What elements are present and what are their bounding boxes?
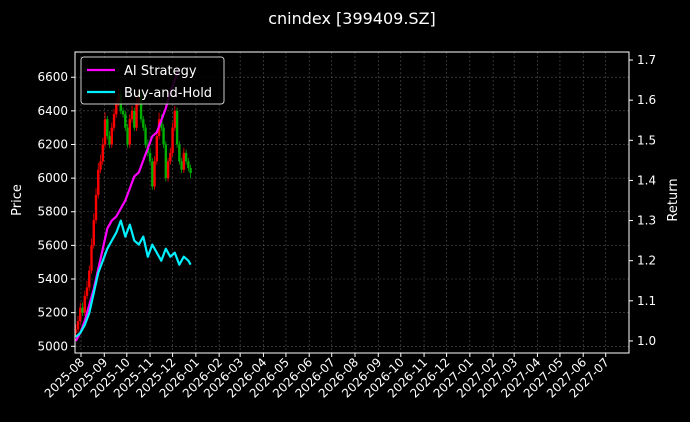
candle-body	[130, 110, 134, 120]
chart-title: cnindex [399409.SZ]	[268, 9, 436, 28]
candle-body	[144, 127, 147, 145]
ai-strategy-line-legend-label: AI Strategy	[124, 64, 197, 79]
candle-body	[106, 119, 109, 137]
candle-body	[189, 168, 192, 174]
right-axis-label: Return	[666, 178, 681, 221]
candle-body	[108, 136, 111, 145]
candle-body	[97, 169, 100, 195]
legend-box	[80, 56, 225, 105]
candle-body	[148, 152, 152, 162]
left-tick-label: 6000	[37, 171, 68, 185]
candle-body	[94, 194, 98, 221]
left-tick-label: 5800	[37, 205, 68, 219]
left-tick-label: 5000	[37, 339, 68, 353]
candle-body	[85, 287, 89, 296]
candle-body	[115, 102, 118, 115]
candle-body	[133, 110, 136, 128]
candle-body	[175, 110, 179, 145]
buy-and-hold-line	[75, 219, 192, 338]
right-tick-label: 1.0	[637, 334, 656, 348]
candle-body	[187, 161, 190, 169]
right-tick-label: 1.5	[637, 133, 656, 147]
buy-and-hold-line-legend-label: Buy-and-Hold	[124, 86, 212, 101]
left-tick-label: 5200	[37, 306, 68, 320]
right-tick-label: 1.1	[637, 294, 656, 308]
right-tick-label: 1.2	[637, 254, 656, 268]
candle-body	[164, 144, 168, 179]
left-tick-label: 6600	[37, 70, 68, 84]
candle-body	[74, 329, 77, 333]
candle-body	[81, 307, 84, 313]
candle-body	[103, 119, 107, 145]
candle-body	[76, 321, 80, 330]
candle-body	[92, 220, 95, 246]
candle-body	[112, 114, 116, 128]
left-tick-label: 6200	[37, 137, 68, 151]
candle-body	[171, 127, 174, 153]
candle-body	[128, 119, 131, 145]
right-tick-label: 1.4	[637, 173, 656, 187]
right-tick-label: 1.7	[637, 53, 656, 67]
candle-body	[110, 127, 113, 145]
candle-body	[178, 144, 181, 162]
plot-frame	[74, 51, 630, 354]
candle-body	[90, 245, 93, 271]
candle-body	[83, 295, 86, 313]
right-tick-label: 1.3	[637, 214, 656, 228]
candle-body	[126, 127, 129, 145]
candle-body	[88, 270, 91, 288]
left-axis-label: Price	[10, 184, 25, 216]
candle-body	[142, 119, 145, 128]
candle-body	[166, 161, 170, 179]
candle-body	[155, 136, 159, 162]
candle-body	[153, 161, 156, 187]
left-tick-label: 6400	[37, 104, 68, 118]
candle-body	[173, 110, 177, 128]
candle-body	[182, 152, 186, 170]
candle-body	[184, 152, 188, 162]
candle-body	[180, 161, 183, 170]
left-tick-label: 5400	[37, 272, 68, 286]
candle-body	[151, 161, 154, 187]
left-tick-label: 5600	[37, 238, 68, 252]
candle-body	[124, 114, 127, 128]
candle-body	[160, 119, 163, 128]
right-tick-label: 1.6	[637, 93, 656, 107]
candle-body	[169, 152, 172, 162]
plot-area: 5000 5200 5400 5600 5800 6000 6200 6400 6600 1.0 1…	[37, 51, 656, 401]
candle-body	[135, 102, 138, 128]
candle-body	[79, 307, 82, 322]
candle-body	[99, 161, 102, 170]
candle-body	[121, 110, 125, 115]
candle-body	[162, 127, 165, 145]
candle-body	[139, 94, 143, 120]
candle-body	[101, 144, 104, 162]
